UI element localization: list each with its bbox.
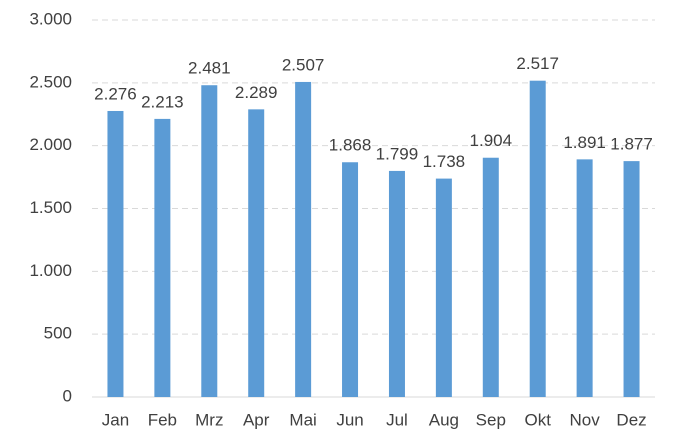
bar — [342, 162, 359, 397]
y-tick-label: 500 — [44, 324, 72, 343]
bar — [388, 170, 405, 397]
bar — [529, 80, 546, 398]
x-tick-label: Nov — [570, 410, 601, 429]
data-label: 1.868 — [329, 136, 372, 155]
x-tick-label: Mrz — [195, 410, 223, 429]
x-tick-label: Jun — [336, 410, 363, 429]
data-label: 1.904 — [470, 131, 513, 150]
x-tick-label: Aug — [429, 410, 459, 429]
y-tick-label: 0 — [63, 386, 72, 405]
x-tick-label: Apr — [243, 410, 270, 429]
data-label: 2.481 — [188, 59, 231, 78]
data-label: 2.517 — [516, 54, 559, 73]
y-tick-label: 3.000 — [29, 9, 72, 28]
data-label: 2.289 — [235, 83, 278, 102]
data-label: 1.891 — [563, 133, 606, 152]
x-tick-label: Sep — [476, 410, 506, 429]
data-label: 2.213 — [141, 92, 184, 111]
data-label: 1.738 — [423, 152, 466, 171]
y-tick-label: 1.500 — [29, 198, 72, 217]
bar — [623, 161, 640, 397]
bar — [295, 81, 312, 397]
bar — [201, 85, 218, 397]
data-label: 1.877 — [610, 135, 653, 154]
bar — [482, 157, 499, 397]
y-tick-label: 2.500 — [29, 72, 72, 91]
data-label: 2.507 — [282, 55, 325, 74]
x-tick-label: Mai — [289, 410, 316, 429]
x-tick-label: Jan — [102, 410, 129, 429]
y-tick-label: 2.000 — [29, 135, 72, 154]
data-label: 1.799 — [376, 144, 419, 163]
bar — [435, 178, 452, 397]
bar — [248, 109, 265, 397]
bar — [107, 110, 124, 397]
x-tick-label: Jul — [386, 410, 408, 429]
data-label: 2.276 — [94, 84, 137, 103]
bar — [576, 159, 593, 397]
y-tick-label: 1.000 — [29, 261, 72, 280]
x-tick-label: Feb — [148, 410, 177, 429]
x-tick-label: Dez — [616, 410, 646, 429]
x-tick-label: Okt — [524, 410, 551, 429]
bar — [154, 118, 171, 398]
